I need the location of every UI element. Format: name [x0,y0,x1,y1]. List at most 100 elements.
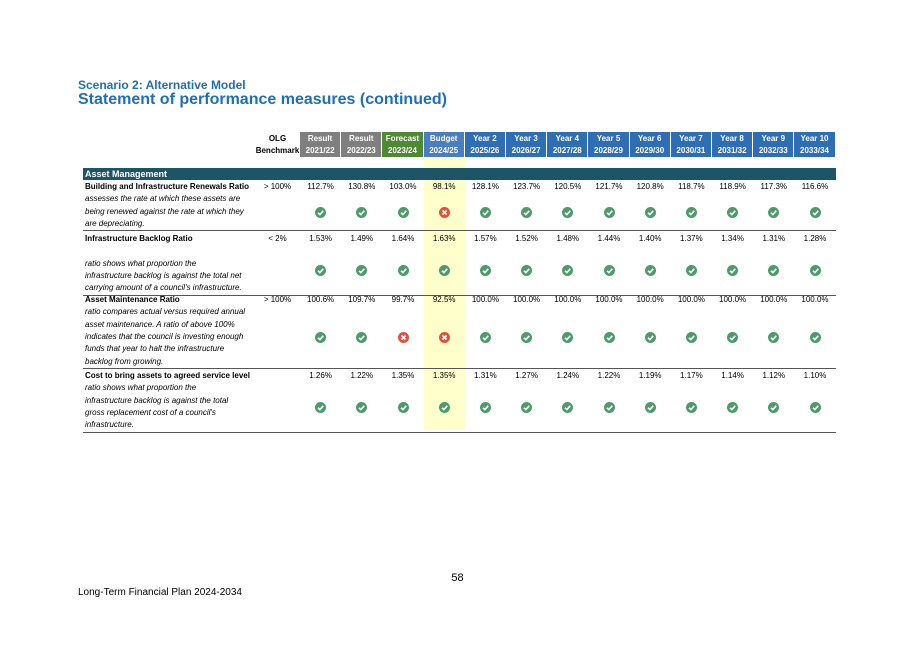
value: 112.7% [307,182,334,191]
section-title: Asset Management [85,169,168,179]
description-line: assesses the rate at which these assets … [85,194,241,204]
description-line: carrying amount of a council's infrastru… [85,283,242,293]
check-icon [479,264,491,276]
column-period: 2024/25 [429,146,459,155]
value: 1.35% [391,371,415,380]
olg-header: Benchmark [255,146,300,155]
check-icon [768,331,780,343]
value: 100.0% [554,295,582,304]
value: 100.0% [471,295,499,304]
check-icon [768,401,780,413]
value: 116.6% [801,182,829,191]
olg-header: OLG [268,134,287,143]
check-icon [315,264,327,276]
value: 1.35% [432,371,456,380]
value: 1.37% [680,234,703,243]
column-period: 2028/29 [594,146,623,155]
column-header-bg [464,132,505,157]
check-icon [479,401,491,413]
column-label: Year 4 [555,134,580,143]
benchmark: < 2% [268,234,287,243]
value: 121.7% [595,182,623,191]
check-icon [809,331,821,343]
check-icon [562,331,574,343]
value: 1.19% [638,371,662,380]
value: 1.44% [597,234,621,243]
check-icon [562,401,574,413]
footer-text: Long-Term Financial Plan 2024-2034 [78,587,242,598]
check-icon [644,264,656,276]
description-line: infrastructure backlog is against the to… [85,395,229,405]
check-icon [479,206,491,218]
column-label: Result [307,134,333,143]
value: 1.34% [721,234,744,243]
description-line: indicates that the council is investing … [85,331,244,341]
column-period: 2026/27 [511,146,541,155]
value: 1.12% [762,371,786,380]
column-header-bg [423,132,464,157]
check-icon [562,206,574,218]
value: 99.7% [391,295,415,304]
value: 118.7% [678,182,705,191]
check-icon [356,264,368,276]
column-label: Budget [429,134,458,143]
check-icon [768,264,780,276]
column-label: Forecast [385,134,420,143]
column-label: Year 7 [679,134,703,143]
value: 100.0% [595,295,623,304]
benchmark: > 100% [263,182,292,191]
value: 100.0% [801,295,829,304]
check-icon [603,401,615,413]
title: Statement of performance measures (conti… [78,91,447,108]
page-number: 58 [451,572,464,584]
check-icon [356,331,368,343]
check-icon [315,401,327,413]
column-header-bg [670,132,711,157]
description-line: infrastructure. [85,420,134,430]
column-label: Year 2 [473,134,497,143]
description-line: gross replacement cost of a council's [85,407,216,417]
value: 103.0% [389,182,417,191]
check-icon [521,401,533,413]
column-period: 2032/33 [758,146,788,155]
check-icon [397,401,409,413]
value: 92.5% [432,295,456,304]
value: 1.52% [515,234,538,243]
check-icon [603,264,615,276]
check-icon [603,206,615,218]
description-line: ratio shows what proportion the [85,383,197,393]
column-period: 2033/34 [800,146,829,155]
column-label: Result [349,134,374,143]
value: 1.26% [309,371,332,380]
value: 1.24% [556,371,580,380]
value: 118.9% [719,182,746,191]
value: 100.0% [760,295,788,304]
check-icon [438,401,450,413]
column-header-bg [629,132,670,157]
description-line: being renewed against the rate at which … [85,206,244,216]
value: 1.27% [515,371,538,380]
description-line: ratio shows what proportion the [85,258,197,268]
value: 100.0% [677,295,705,304]
value: 120.5% [554,182,582,191]
value: 100.0% [719,295,747,304]
check-icon [685,401,697,413]
description-line: are depreciating. [85,218,145,228]
check-icon [479,331,491,343]
cross-icon [438,331,450,343]
column-header-bg [794,132,835,157]
value: 120.8% [636,182,664,191]
value: 1.22% [597,371,621,380]
measure-name: Asset Maintenance Ratio [85,295,180,304]
column-period: 2030/31 [676,146,706,155]
column-label: Year 10 [800,134,829,143]
check-icon [685,331,697,343]
description-line: funds that year to halt the infrastructu… [85,344,225,354]
column-period: 2031/32 [717,146,747,155]
measure-name: Building and Infrastructure Renewals Rat… [85,182,250,191]
check-icon [644,401,656,413]
column-period: 2021/22 [305,146,335,155]
value: 100.0% [513,295,541,304]
value: 98.1% [432,182,456,191]
